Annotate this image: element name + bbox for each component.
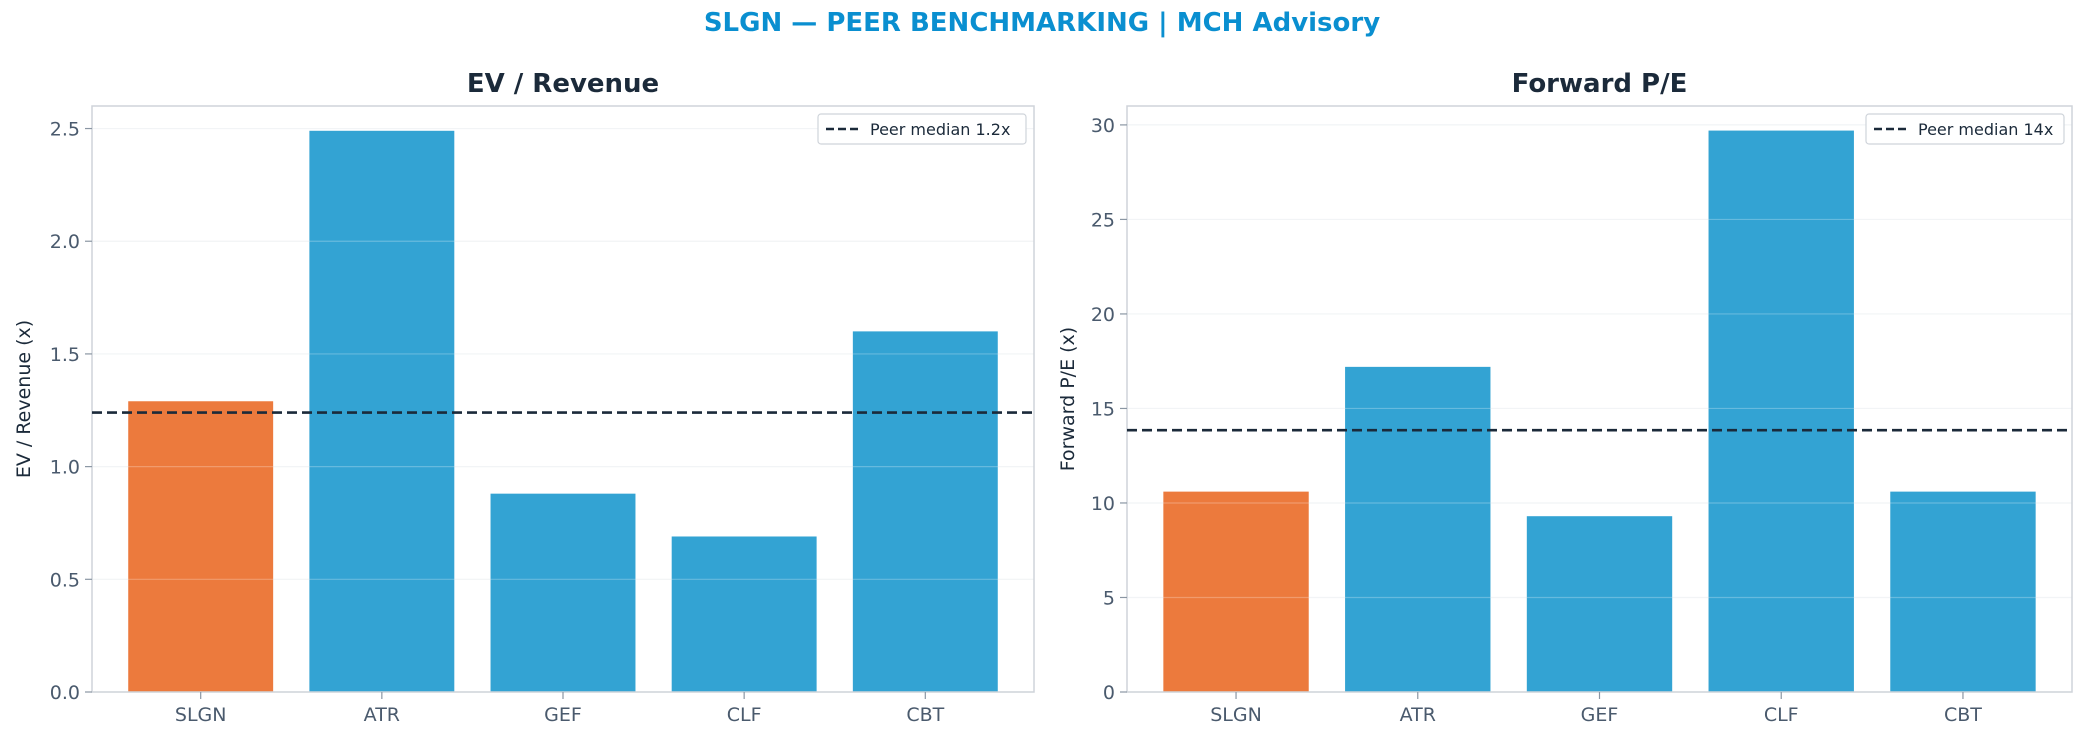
y-tick-label: 0.5 [50, 569, 80, 591]
bar-slgn [128, 401, 274, 692]
legend-label: Peer median 14x [1918, 120, 2053, 139]
x-tick-label: CBT [1944, 704, 1982, 726]
chart-title: Forward P/E [1512, 69, 1688, 99]
y-axis-label: EV / Revenue (x) [13, 320, 35, 478]
bar-cbt [1890, 491, 2036, 692]
y-tick-label: 2.5 [50, 119, 80, 141]
bar-slgn [1163, 491, 1309, 692]
x-tick-label: GEF [1581, 704, 1619, 726]
y-tick-label: 1.0 [50, 457, 80, 479]
x-tick-label: SLGN [1210, 704, 1262, 726]
y-tick-label: 0.0 [50, 682, 80, 704]
y-tick-label: 10 [1091, 493, 1115, 515]
legend-box [817, 113, 1027, 145]
y-tick-label: 30 [1091, 115, 1115, 137]
bar-clf [1708, 130, 1854, 692]
chart-panel-2: 0 5 10 15 20 25 30 SLGN ATR GEF CLF CBT Forward P/E F… [1057, 69, 2073, 726]
y-tick-label: 2.0 [50, 231, 80, 253]
y-axis-label: Forward P/E (x) [1057, 327, 1079, 471]
x-tick-label: ATR [1400, 704, 1436, 726]
legend-box [1865, 113, 2065, 145]
y-tick-label: 15 [1091, 398, 1115, 420]
bar-clf [671, 536, 817, 692]
y-tick-label: 5 [1103, 587, 1115, 609]
x-tick-label: SLGN [175, 704, 227, 726]
chart-panel-1: 0.0 0.5 1.0 1.5 2.0 2.5 SLGN ATR GEF CLF CBT EV / R… [13, 69, 1035, 726]
bar-atr [1345, 366, 1491, 692]
figure-title: SLGN — PEER BENCHMARKING | MCH Advisory [703, 8, 1381, 38]
x-tick-label: CLF [727, 704, 762, 726]
bar-gef [490, 493, 636, 692]
chart-title: EV / Revenue [467, 69, 659, 99]
bar-cbt [852, 331, 998, 692]
x-tick-label: ATR [364, 704, 400, 726]
x-tick-label: CLF [1764, 704, 1799, 726]
y-tick-label: 0 [1103, 682, 1115, 704]
bar-gef [1526, 516, 1673, 692]
x-tick-label: GEF [544, 704, 582, 726]
y-tick-label: 20 [1091, 304, 1115, 326]
y-tick-label: 1.5 [50, 344, 80, 366]
x-tick-label: CBT [906, 704, 944, 726]
y-tick-label: 25 [1091, 209, 1115, 231]
legend-label: Peer median 1.2x [870, 120, 1010, 139]
